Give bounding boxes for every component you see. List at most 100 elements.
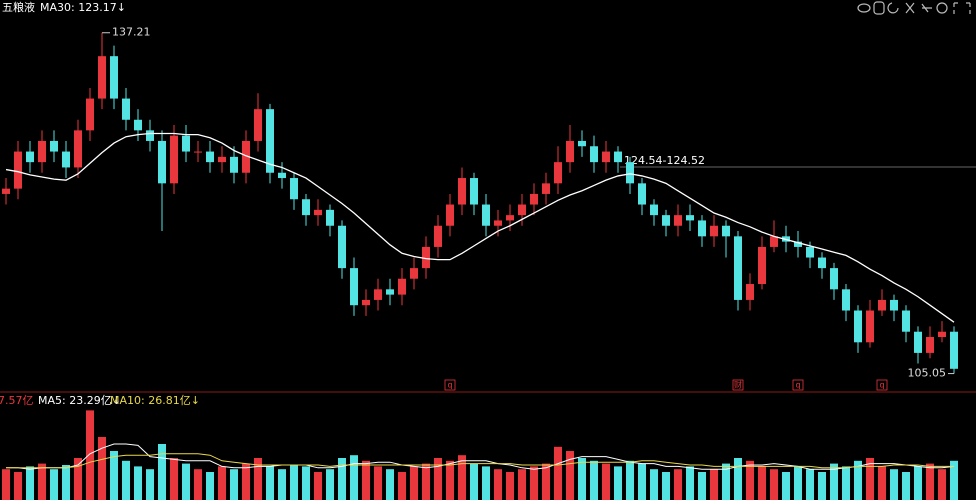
erase-icon[interactable]: [921, 3, 932, 13]
volume-bar: [146, 469, 154, 500]
candle-body: [434, 225, 442, 247]
volume-bar: [734, 458, 742, 500]
volume-bar: [74, 458, 82, 500]
candle-body: [854, 310, 862, 343]
volume-bar: [182, 463, 190, 500]
volume-bar: [170, 458, 178, 500]
candle-body: [818, 257, 826, 269]
candle-body: [650, 204, 658, 216]
max-label: 137.21: [112, 26, 151, 39]
fullscreen-icon[interactable]: [953, 2, 971, 14]
event-marker-box: [792, 379, 804, 391]
volume-bar: [890, 469, 898, 500]
volume-bar: [326, 469, 334, 500]
volume-bar: [410, 466, 418, 500]
stock-name: 五粮液: [2, 0, 35, 14]
candle-body: [794, 241, 802, 247]
volume-bar: [518, 469, 526, 500]
volume-bar: [782, 472, 790, 500]
volume-bar: [938, 469, 946, 500]
candle-body: [254, 109, 262, 141]
toolbar: [857, 1, 971, 15]
candle-body: [866, 310, 874, 343]
candle-body: [350, 268, 358, 306]
settings-icon[interactable]: [936, 2, 948, 14]
tool-icon[interactable]: [905, 2, 915, 14]
volume-bar: [746, 460, 754, 500]
candle-body: [362, 299, 370, 306]
candle-body: [878, 299, 886, 311]
event-marker: 财: [734, 380, 742, 390]
candle-body: [722, 225, 730, 237]
ma30-line: [5, 132, 955, 323]
ma10-line: [6, 453, 954, 469]
volume-bar: [950, 460, 958, 500]
volume-bar: [230, 469, 238, 500]
undo-icon[interactable]: [887, 2, 899, 14]
volume-bar: [434, 458, 442, 500]
candle-body: [182, 135, 190, 152]
volume-bar: [134, 466, 142, 500]
candle-body: [326, 209, 334, 226]
volume-bar: [506, 472, 514, 500]
volume-bar: [242, 463, 250, 500]
volume-bar: [686, 466, 694, 500]
volume-bar: [50, 469, 58, 500]
candle-body: [950, 331, 958, 369]
candle-body: [758, 246, 766, 285]
volume-bar: [470, 463, 478, 500]
candle-body: [902, 310, 910, 332]
candle-body: [374, 289, 382, 300]
volume-bar: [446, 460, 454, 500]
volume-bar: [122, 460, 130, 500]
candle-body: [230, 156, 238, 173]
candle-body: [446, 204, 454, 226]
candle-body: [674, 215, 682, 226]
volume-bar: [266, 466, 274, 500]
candle-body: [734, 236, 742, 300]
volume-bar: [914, 466, 922, 500]
volume-bar: [422, 463, 430, 500]
candle-body: [566, 140, 574, 163]
candle-body: [506, 215, 514, 221]
volume-bar: [878, 466, 886, 500]
volume-bar: [38, 463, 46, 500]
volume-bar: [362, 460, 370, 500]
hand-icon[interactable]: [873, 1, 885, 15]
candle-body: [50, 140, 58, 152]
candle-body: [134, 119, 142, 131]
candle-body: [194, 151, 202, 153]
volume-label: 27.57亿: [0, 394, 34, 407]
volume-bar: [926, 463, 934, 500]
volume-bar: [194, 469, 202, 500]
volume-bar: [758, 466, 766, 500]
candle-body: [170, 135, 178, 184]
candle-body: [530, 193, 538, 205]
volume-bar: [830, 463, 838, 500]
candle-body: [770, 236, 778, 247]
volume-bar: [530, 466, 538, 500]
volume-bar: [254, 458, 262, 500]
volume-bar: [614, 466, 622, 500]
volume-bar: [722, 463, 730, 500]
candle-body: [2, 188, 10, 194]
volume-bar: [302, 466, 310, 500]
volume-bar: [14, 472, 22, 500]
candle-body: [830, 268, 838, 290]
volume-bar: [842, 466, 850, 500]
volume-bar: [218, 466, 226, 500]
view-icon[interactable]: [857, 3, 871, 13]
candle-body: [62, 151, 70, 168]
candle-body: [14, 151, 22, 189]
volume-bar: [26, 466, 34, 500]
event-marker-box: [876, 379, 888, 391]
candle-body: [422, 246, 430, 269]
volume-bar: [86, 410, 94, 500]
candle-body: [638, 183, 646, 205]
min-label: 105.05: [908, 367, 947, 380]
volume-bar: [98, 437, 106, 500]
candle-body: [890, 299, 898, 311]
candle-body: [842, 289, 850, 311]
price-line-label: 124.54-124.52: [624, 154, 705, 167]
volume-bar: [314, 472, 322, 500]
